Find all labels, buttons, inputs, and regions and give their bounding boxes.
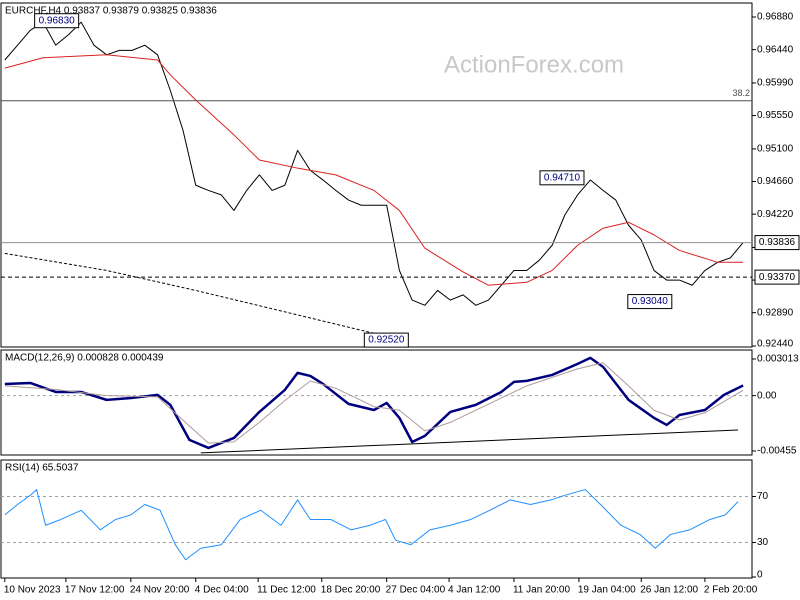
y-tick-label: 0 [757, 570, 763, 581]
watermark: ActionForex.com [444, 51, 624, 78]
y-tick-label: 0.92890 [757, 307, 794, 318]
y-tick-label: 30 [757, 537, 769, 548]
y-tick-label: 0.95100 [757, 144, 794, 155]
series-line [4, 21, 744, 306]
y-tick-label: 0.94660 [757, 176, 794, 187]
fib-label: 38.2 [732, 88, 750, 98]
series-line [4, 362, 744, 444]
y-tick-label: 0.95550 [757, 110, 794, 121]
y-tick-label: 0.96880 [757, 12, 794, 23]
x-tick-label: 4 Dec 04:00 [195, 585, 249, 596]
x-tick-label: 2 Feb 20:00 [704, 585, 758, 596]
y-tick-label: 0.92440 [757, 339, 794, 350]
y-tick-label: 0.94220 [757, 209, 794, 220]
y-tick-label: 0.96440 [757, 44, 794, 55]
current-price-label: 0.93836 [759, 237, 796, 248]
x-tick-label: 11 Dec 12:00 [257, 585, 316, 596]
support-label: 0.93370 [759, 272, 796, 283]
annotation-label: 0.94710 [544, 172, 581, 183]
x-tick-label: 17 Nov 12:00 [65, 585, 125, 596]
x-tick-label: 18 Dec 20:00 [321, 585, 381, 596]
annotation-box [34, 13, 80, 29]
panel-title: EURCHF,H4 0.93837 0.93879 0.93825 0.9383… [5, 6, 217, 17]
series-line [4, 489, 739, 561]
x-tick-label: 10 Nov 2023 [4, 585, 61, 596]
y-tick-label: 0.00 [757, 390, 777, 401]
annotation-box [539, 170, 585, 186]
series-line [4, 54, 744, 286]
x-tick-label: 24 Nov 20:00 [130, 585, 190, 596]
annotation-label: 0.93040 [632, 296, 669, 307]
annotation-box [627, 294, 673, 310]
panel-title: MACD(12,26,9) 0.000828 0.000439 [5, 353, 164, 364]
panel-frame [0, 459, 753, 579]
support-box [754, 269, 800, 285]
x-tick-label: 11 Jan 20:00 [513, 585, 571, 596]
annotation-label: 0.92520 [368, 335, 405, 346]
series-line [4, 356, 744, 450]
series-line [200, 429, 739, 454]
x-tick-label: 26 Jan 12:00 [640, 585, 698, 596]
panel-frame [0, 349, 753, 456]
x-tick-label: 19 Jan 04:00 [578, 585, 636, 596]
annotation-label: 0.96830 [39, 15, 76, 26]
x-tick-label: 27 Dec 04:00 [386, 585, 446, 596]
y-tick-label: 70 [757, 491, 769, 502]
panel-title: RSI(14) 65.5037 [5, 463, 79, 474]
current-price-box [754, 235, 800, 251]
x-tick-label: 4 Jan 12:00 [448, 585, 501, 596]
y-tick-label: 0.95990 [757, 78, 794, 89]
y-tick-label: 0.003013 [757, 354, 799, 365]
y-tick-label: -0.00455 [757, 446, 797, 457]
annotation-box [363, 332, 409, 348]
